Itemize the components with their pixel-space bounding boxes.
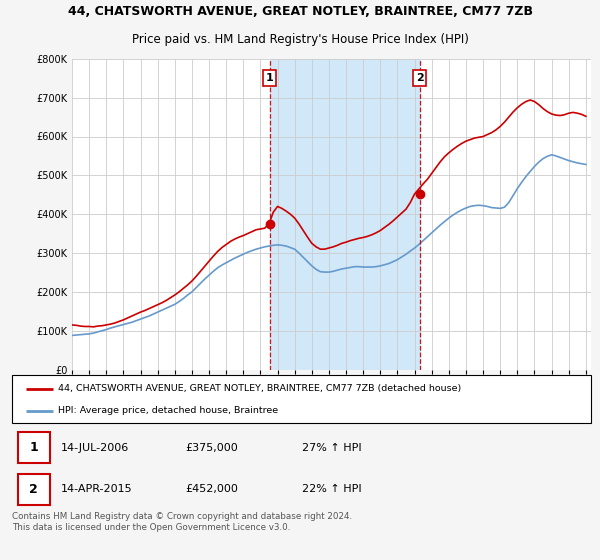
Text: 44, CHATSWORTH AVENUE, GREAT NOTLEY, BRAINTREE, CM77 7ZB: 44, CHATSWORTH AVENUE, GREAT NOTLEY, BRA… [67,5,533,18]
Text: 27% ↑ HPI: 27% ↑ HPI [302,443,361,453]
Text: 1: 1 [266,73,274,83]
Text: Price paid vs. HM Land Registry's House Price Index (HPI): Price paid vs. HM Land Registry's House … [131,33,469,46]
Text: 2: 2 [416,73,424,83]
Bar [18,432,50,463]
Text: 14-APR-2015: 14-APR-2015 [61,484,133,494]
Text: Contains HM Land Registry data © Crown copyright and database right 2024.
This d: Contains HM Land Registry data © Crown c… [12,512,352,532]
Text: 1: 1 [29,441,38,454]
Text: 2: 2 [29,483,38,496]
Bar [18,474,50,505]
Text: 14-JUL-2006: 14-JUL-2006 [61,443,130,453]
Text: £452,000: £452,000 [186,484,239,494]
Text: 44, CHATSWORTH AVENUE, GREAT NOTLEY, BRAINTREE, CM77 7ZB (detached house): 44, CHATSWORTH AVENUE, GREAT NOTLEY, BRA… [58,384,461,393]
Text: HPI: Average price, detached house, Braintree: HPI: Average price, detached house, Brai… [58,407,278,416]
Bar [269,59,419,370]
Text: £375,000: £375,000 [186,443,238,453]
Text: 22% ↑ HPI: 22% ↑ HPI [302,484,361,494]
